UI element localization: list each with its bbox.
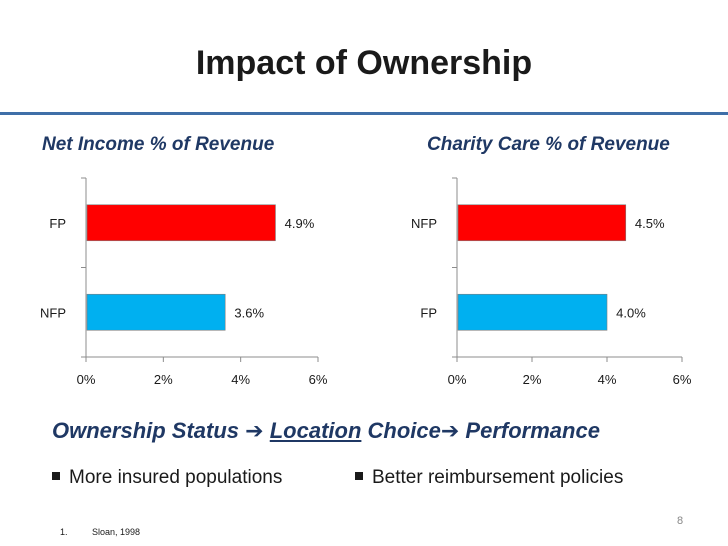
x-tick-label: 6%	[673, 372, 692, 387]
chart-title-charity-care: Charity Care % of Revenue	[427, 134, 670, 155]
title-divider	[0, 112, 728, 115]
value-label: 3.6%	[234, 305, 264, 320]
x-tick-label: 4%	[231, 372, 250, 387]
value-label: 4.9%	[285, 216, 315, 231]
category-label: FP	[420, 305, 437, 320]
flow-arrow-icon: ➔	[245, 418, 264, 443]
flow-performance: Performance	[459, 418, 600, 443]
footnote-text: Sloan, 1998	[92, 527, 141, 537]
page-number: 8	[677, 515, 684, 527]
bullet-square-icon	[52, 471, 60, 480]
x-tick-label: 0%	[448, 372, 467, 387]
category-label: FP	[49, 216, 66, 231]
footnote: 1. Sloan, 1998	[60, 527, 140, 537]
x-tick-label: 2%	[523, 372, 542, 387]
value-label: 4.0%	[616, 305, 646, 320]
net-income-chart: 0% 2% 4% 6% FP 4.9% NFP 3.6%	[40, 177, 328, 387]
footnote-number: 1.	[60, 527, 68, 537]
flow-arrow-icon-2: ➔	[440, 418, 460, 443]
bullet-text: Better reimbursement policies	[372, 467, 624, 488]
bullet-text: More insured populations	[69, 467, 283, 488]
x-tick-label: 0%	[77, 372, 96, 387]
category-label: NFP	[411, 216, 437, 231]
flow-ownership-status: Ownership Status	[52, 418, 240, 443]
slide-title: Impact of Ownership	[195, 44, 533, 82]
bullet-reimbursement: Better reimbursement policies	[355, 467, 623, 489]
x-tick-label: 6%	[309, 372, 328, 387]
bullet-square-icon	[355, 471, 363, 480]
bar-nfp	[86, 293, 226, 331]
chart-title-net-income: Net Income % of Revenue	[42, 134, 275, 155]
flow-choice: Choice	[361, 418, 441, 443]
bullet-insured: More insured populations	[52, 467, 282, 489]
charity-care-chart: 0% 2% 4% 6% NFP 4.5% FP 4.0%	[411, 177, 692, 387]
bar-fp	[86, 204, 276, 242]
bar-fp	[457, 293, 608, 331]
bar-nfp	[457, 204, 627, 242]
ownership-flow: Ownership Status ➔ Location Choice➔ Perf…	[52, 418, 600, 444]
category-label: NFP	[40, 305, 66, 320]
x-tick-label: 4%	[598, 372, 617, 387]
value-label: 4.5%	[635, 216, 665, 231]
flow-location: Location	[269, 418, 362, 443]
x-tick-label: 2%	[154, 372, 173, 387]
